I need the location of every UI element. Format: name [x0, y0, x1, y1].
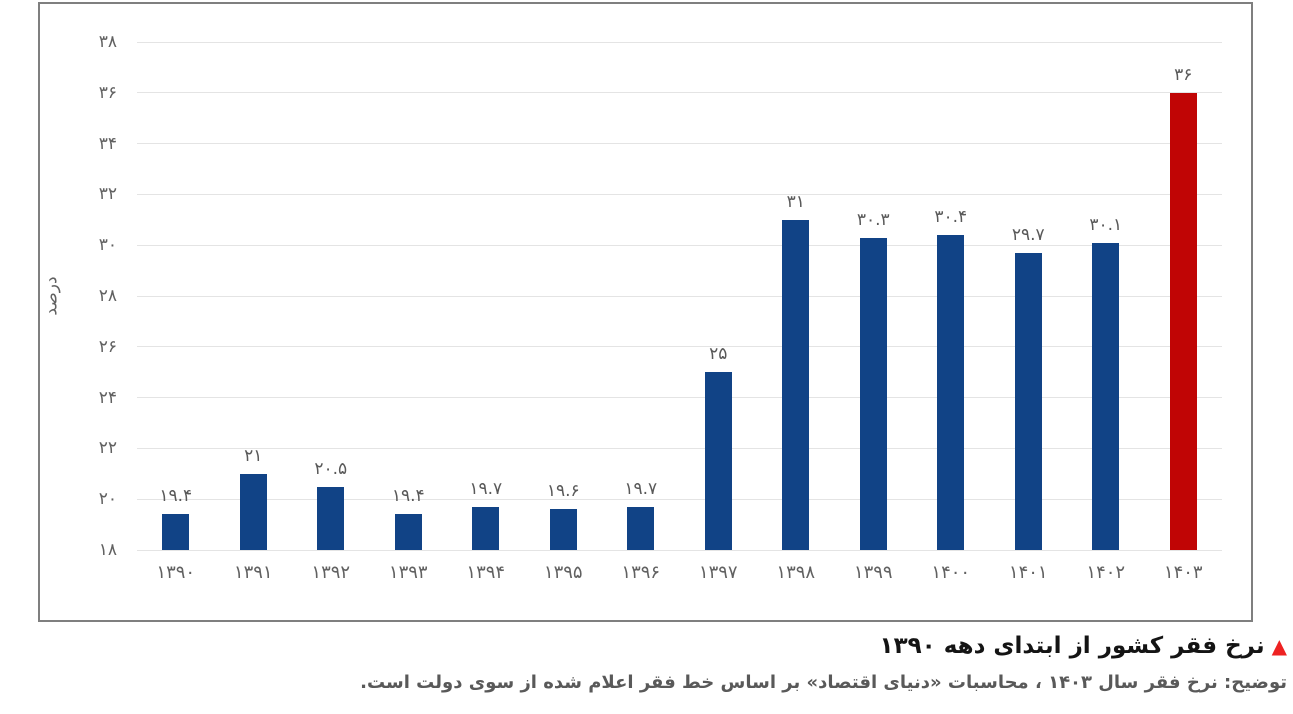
chart-frame: درصد ۱۸ ۲۰ ۲۲ ۲۴ ۲۶ ۲۸ ۳۰ ۳۲ ۳۴ ۳۶ ۳۸ ۱۹.۴ ۱۳۹۰ ۲۱ ۱۳۹…: [38, 2, 1253, 622]
bar-value-label: ۳۶: [1174, 64, 1193, 85]
bar: [704, 372, 732, 550]
gridline: [137, 92, 1222, 94]
x-tick-label: ۱۳۹۱: [233, 562, 273, 583]
caption-note: توضیح: نرخ فقر سال ۱۴۰۳ ، محاسبات «دنیای…: [360, 672, 1287, 693]
bar-value-label: ۱۹.۷: [624, 478, 658, 499]
bar-value-label: ۳۰.۱: [1089, 214, 1123, 235]
y-tick-label: ۳۸: [98, 32, 117, 52]
x-tick-label: ۱۴۰۲: [1086, 562, 1126, 583]
y-tick-label: ۲۰: [98, 489, 117, 510]
plot-area: درصد ۱۸ ۲۰ ۲۲ ۲۴ ۲۶ ۲۸ ۳۰ ۳۲ ۳۴ ۳۶ ۳۸ ۱۹.۴ ۱۳۹۰ ۲۱ ۱۳۹…: [42, 32, 1222, 583]
bar: [627, 506, 655, 550]
gridline: [137, 193, 1222, 195]
bar: [937, 235, 965, 550]
x-tick-label: ۱۳۹۰: [156, 562, 196, 583]
bar-value-label: ۳۰.۴: [934, 207, 968, 228]
bar: [1092, 242, 1120, 550]
gridline: [137, 244, 1222, 246]
gridline: [137, 498, 1222, 500]
x-tick-label: ۱۳۹۶: [621, 562, 661, 583]
caption-title: ▲نرخ فقر کشور از ابتدای دهه ۱۳۹۰: [0, 630, 1287, 662]
gridline: [137, 346, 1222, 348]
y-tick-label: ۳۲: [98, 184, 117, 205]
y-tick-label: ۲۴: [98, 387, 117, 408]
y-tick-label: ۳۴: [98, 133, 117, 154]
bar-value-label: ۲۰.۵: [314, 458, 348, 479]
y-tick-label: ۲۸: [98, 286, 117, 306]
bar: [859, 237, 887, 550]
gridline: [137, 397, 1222, 399]
y-tick-label: ۳۶: [98, 82, 117, 103]
x-tick-label: ۱۳۹۸: [776, 562, 816, 583]
bar: [549, 509, 577, 550]
bar: [394, 514, 422, 550]
caption: ▲نرخ فقر کشور از ابتدای دهه ۱۳۹۰ توضیح: …: [0, 630, 1287, 696]
bar-value-label: ۲۵: [709, 344, 728, 365]
x-tick-label: ۱۳۹۴: [466, 562, 506, 583]
bar-value-label: ۳۰.۳: [856, 209, 890, 230]
y-tick-label: ۲۶: [98, 336, 117, 357]
y-tick-label: ۳۰: [98, 235, 117, 256]
bar-value-label: ۱۹.۴: [391, 486, 425, 507]
gridline: [137, 143, 1222, 145]
x-tick-label: ۱۳۹۹: [853, 562, 893, 583]
gridline: [137, 447, 1222, 449]
triangle-icon: ▲: [1271, 634, 1287, 658]
x-tick-label: ۱۴۰۰: [931, 562, 971, 583]
x-tick-label: ۱۳۹۵: [543, 562, 583, 583]
bar: [1169, 92, 1197, 550]
bar-value-label: ۱۹.۴: [159, 486, 193, 507]
bar: [162, 514, 190, 550]
x-tick-label: ۱۳۹۳: [388, 562, 428, 583]
gridline: [137, 549, 1222, 551]
bar: [472, 506, 500, 550]
x-tick-label: ۱۴۰۳: [1163, 562, 1203, 583]
gridline: [137, 41, 1222, 43]
bar-value-label: ۳۱: [786, 191, 805, 212]
x-tick-label: ۱۳۹۷: [698, 562, 738, 583]
bar-value-label: ۲۹.۷: [1011, 224, 1045, 245]
bar-value-label: ۱۹.۶: [546, 481, 580, 502]
gridline: [137, 295, 1222, 297]
y-tick-label: ۲۲: [98, 438, 117, 459]
caption-title-text: نرخ فقر کشور از ابتدای دهه ۱۳۹۰: [879, 633, 1265, 659]
bar: [782, 219, 810, 550]
bar: [239, 473, 267, 550]
bar-value-label: ۲۱: [244, 445, 263, 466]
y-tick-label: ۱۸: [98, 540, 117, 560]
bar-value-label: ۱۹.۷: [469, 478, 503, 499]
bar: [1014, 252, 1042, 550]
x-tick-label: ۱۴۰۱: [1008, 562, 1048, 583]
x-tick-label: ۱۳۹۲: [311, 562, 351, 583]
bar: [317, 486, 345, 550]
